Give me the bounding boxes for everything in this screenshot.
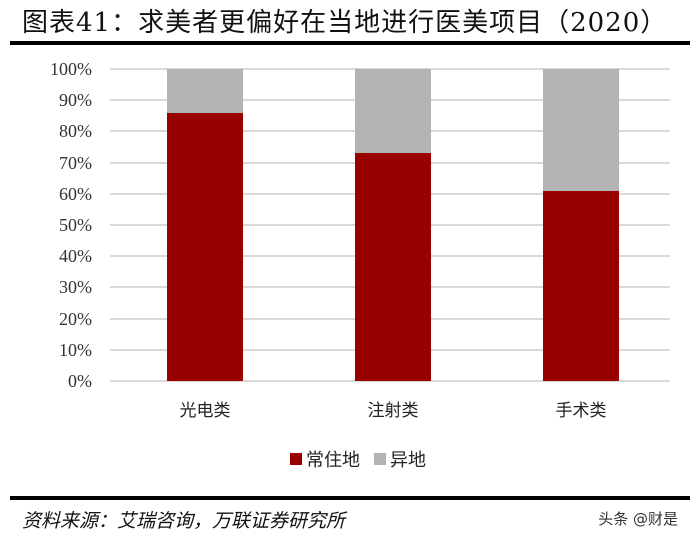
stacked-bar [167,69,243,381]
bar-segment-nonlocal [167,69,243,113]
y-tick-label: 20% [59,308,92,329]
chart-title: 图表41：求美者更偏好在当地进行医美项目（2020） [22,8,668,38]
y-tick-label: 100% [50,59,92,79]
y-tick-label: 90% [59,90,92,111]
y-tick-label: 70% [59,152,92,173]
watermark: 头条 @财是 [598,510,678,528]
y-tick-label: 60% [59,183,92,204]
y-tick-label: 80% [59,121,92,142]
legend-label-nonlocal: 异地 [390,450,426,471]
y-tick-label: 10% [59,339,92,360]
footer-divider [10,496,690,500]
stacked-bar [543,69,619,381]
y-tick-label: 50% [59,215,92,235]
bar-segment-local [355,153,431,381]
y-tick-label: 40% [59,246,92,267]
bar-segment-nonlocal [543,69,619,191]
x-tick-label: 光电类 [179,401,231,421]
legend: 常住地 异地 [290,446,440,472]
legend-swatch-nonlocal-icon [374,453,386,465]
legend-item-local: 常住地 [290,446,360,472]
stacked-bar [355,69,431,381]
bar-segment-nonlocal [355,69,431,154]
title-divider [10,41,690,45]
x-tick-label: 注射类 [367,401,419,421]
legend-swatch-local-icon [290,453,302,465]
bar-segment-local [167,112,243,381]
gridline [110,380,670,382]
y-tick-label: 30% [59,277,92,298]
y-tick-label: 0% [68,371,92,391]
source-note: 资料来源：艾瑞咨询，万联证券研究所 [22,510,346,532]
bar-segment-local [543,190,619,381]
legend-item-nonlocal: 异地 [374,446,426,472]
legend-label-local: 常住地 [306,450,360,471]
x-tick-label: 手术类 [555,401,607,421]
